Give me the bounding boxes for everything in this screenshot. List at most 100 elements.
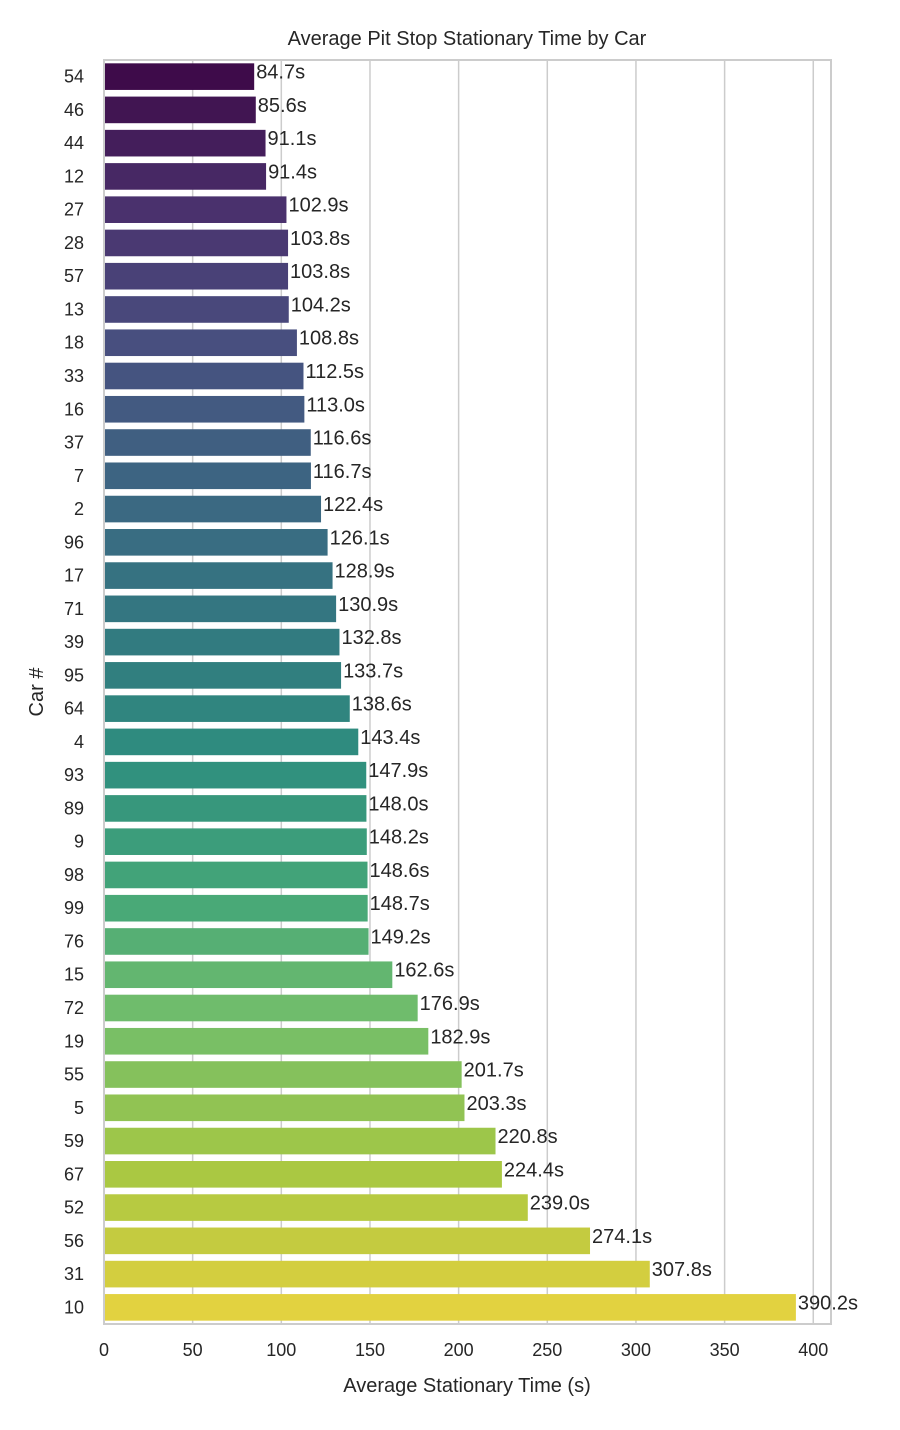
bar — [104, 395, 305, 423]
x-tick-label: 50 — [183, 1340, 203, 1360]
y-tick-label: 27 — [64, 200, 84, 220]
y-tick-label: 64 — [64, 699, 84, 719]
y-axis-label: Car # — [26, 667, 48, 717]
y-tick-label: 71 — [64, 599, 84, 619]
data-label: 203.3s — [466, 1093, 526, 1115]
data-label: 84.7s — [256, 62, 305, 84]
x-axis-label: Average Stationary Time (s) — [343, 1375, 591, 1397]
y-tick-label: 10 — [64, 1297, 84, 1317]
y-tick-label: 89 — [64, 798, 84, 818]
y-tick-label: 9 — [74, 832, 84, 852]
x-tick-label: 100 — [266, 1340, 296, 1360]
data-label: 148.6s — [369, 860, 429, 882]
y-tick-label: 13 — [64, 299, 84, 319]
bar — [104, 1161, 502, 1188]
bar — [104, 662, 342, 689]
bar — [104, 229, 289, 257]
bar — [104, 1127, 496, 1155]
data-label: 162.6s — [394, 960, 454, 982]
data-label: 148.2s — [369, 827, 429, 849]
y-tick-label: 37 — [64, 433, 84, 453]
data-label: 149.2s — [371, 926, 431, 948]
bar — [104, 828, 367, 855]
data-label: 176.9s — [420, 993, 480, 1015]
bar — [104, 262, 289, 290]
data-label: 91.4s — [268, 161, 317, 183]
bar — [104, 196, 287, 223]
data-label: 108.8s — [299, 328, 359, 350]
x-tick-label: 150 — [355, 1340, 385, 1360]
data-label: 307.8s — [652, 1259, 712, 1281]
y-tick-labels: 5446441227285713183316377296177139956449… — [64, 67, 84, 1318]
y-tick-label: 52 — [64, 1198, 84, 1218]
y-tick-label: 15 — [64, 965, 84, 985]
data-label: 224.4s — [504, 1159, 564, 1181]
data-label: 122.4s — [323, 494, 383, 516]
bar — [104, 163, 267, 190]
y-tick-label: 56 — [64, 1231, 84, 1251]
data-label: 104.2s — [291, 294, 351, 316]
y-tick-label: 93 — [64, 765, 84, 785]
data-label: 128.9s — [335, 561, 395, 583]
data-label: 132.8s — [341, 627, 401, 649]
data-label: 143.4s — [360, 727, 420, 749]
y-tick-label: 98 — [64, 865, 84, 885]
x-tick-label: 200 — [444, 1340, 474, 1360]
bar — [104, 1227, 591, 1255]
y-tick-label: 2 — [74, 499, 84, 519]
y-tick-label: 57 — [64, 266, 84, 286]
bar — [104, 994, 418, 1022]
bars — [104, 63, 796, 1321]
data-label: 182.9s — [430, 1026, 490, 1048]
data-label: 116.7s — [313, 461, 372, 483]
bar — [104, 129, 266, 157]
data-label: 103.8s — [290, 261, 350, 283]
bar — [104, 362, 304, 390]
data-label: 148.0s — [368, 793, 428, 815]
bar — [104, 296, 289, 323]
x-tick-label: 0 — [99, 1340, 109, 1360]
y-tick-label: 44 — [64, 133, 84, 153]
bar — [104, 595, 337, 623]
bar — [104, 1194, 528, 1221]
y-tick-label: 67 — [64, 1164, 84, 1184]
y-tick-label: 28 — [64, 233, 84, 253]
data-label: 148.7s — [370, 893, 430, 915]
bar — [104, 329, 297, 357]
y-tick-label: 12 — [64, 166, 84, 186]
bar — [104, 1061, 462, 1088]
y-tick-label: 55 — [64, 1065, 84, 1085]
data-label: 390.2s — [798, 1292, 858, 1314]
data-label: 274.1s — [592, 1226, 652, 1248]
x-tick-label: 300 — [621, 1340, 651, 1360]
chart-title: Average Pit Stop Stationary Time by Car — [288, 28, 647, 50]
y-tick-label: 5 — [74, 1098, 84, 1118]
bar — [104, 562, 333, 589]
plot-frame — [103, 59, 832, 1325]
data-label: 239.0s — [530, 1193, 590, 1215]
y-tick-label: 31 — [64, 1264, 84, 1284]
bar — [104, 1094, 465, 1122]
bar — [104, 695, 350, 722]
data-label: 220.8s — [498, 1126, 558, 1148]
y-tick-label: 4 — [74, 732, 84, 752]
y-tick-label: 76 — [64, 931, 84, 951]
data-label: 112.5s — [305, 361, 364, 383]
y-tick-label: 39 — [64, 632, 84, 652]
data-label: 113.0s — [306, 394, 365, 416]
data-label: 147.9s — [368, 760, 428, 782]
bar — [104, 1294, 796, 1321]
bar — [104, 529, 328, 556]
bar — [104, 462, 311, 490]
bar — [104, 63, 255, 90]
y-tick-label: 46 — [64, 100, 84, 120]
bar — [104, 761, 367, 789]
bar — [104, 861, 368, 889]
y-tick-label: 7 — [74, 466, 84, 486]
bar — [104, 495, 322, 523]
x-tick-label: 250 — [532, 1340, 562, 1360]
data-label: 103.8s — [290, 228, 350, 250]
data-label: 85.6s — [258, 95, 307, 117]
data-label: 126.1s — [330, 527, 390, 549]
